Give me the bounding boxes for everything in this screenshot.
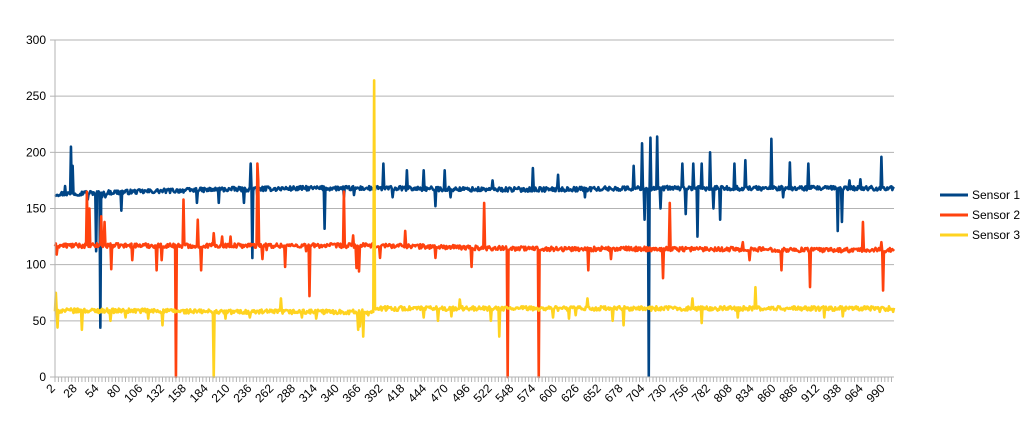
x-tick-label: 314 bbox=[296, 381, 320, 405]
x-tick-label: 600 bbox=[536, 381, 560, 405]
legend: Sensor 1 Sensor 2 Sensor 3 bbox=[940, 188, 1020, 242]
x-tick-label: 106 bbox=[121, 381, 145, 405]
x-tick-label: 2 bbox=[43, 381, 58, 396]
x-tick-label: 132 bbox=[143, 381, 167, 405]
x-tick-label: 626 bbox=[558, 381, 582, 405]
x-tick-label: 704 bbox=[623, 381, 647, 405]
x-tick-label: 470 bbox=[427, 381, 451, 405]
legend-label-1: Sensor 1 bbox=[972, 188, 1020, 202]
x-tick-label: 782 bbox=[689, 381, 713, 405]
x-tick-label: 756 bbox=[667, 381, 691, 405]
series-line-1 bbox=[54, 135, 895, 378]
x-tick-label: 262 bbox=[252, 381, 276, 405]
x-tick-label: 184 bbox=[187, 381, 211, 405]
y-tick-label: 200 bbox=[26, 145, 46, 159]
legend-label-3: Sensor 3 bbox=[972, 228, 1020, 242]
x-tick-label: 886 bbox=[776, 381, 800, 405]
x-tick-label: 210 bbox=[209, 381, 233, 405]
x-tick-label: 288 bbox=[274, 381, 298, 405]
x-tick-label: 54 bbox=[82, 381, 102, 401]
x-tick-label: 80 bbox=[104, 381, 124, 401]
x-tick-label: 730 bbox=[645, 381, 669, 405]
series-lines bbox=[53, 79, 896, 379]
y-tick-label: 300 bbox=[26, 33, 46, 47]
x-tick-label: 912 bbox=[798, 381, 822, 405]
x-tick-label: 652 bbox=[580, 381, 604, 405]
x-tick-label: 340 bbox=[318, 381, 342, 405]
x-tick-label: 158 bbox=[165, 381, 189, 405]
y-tick-label: 0 bbox=[39, 370, 46, 384]
series-line-2 bbox=[53, 162, 896, 379]
y-tick-label: 250 bbox=[26, 89, 46, 103]
x-tick-label: 860 bbox=[754, 381, 778, 405]
x-tick-label: 938 bbox=[820, 381, 844, 405]
x-tick-label: 574 bbox=[514, 381, 538, 405]
x-tick-label: 28 bbox=[60, 381, 80, 401]
x-tick-label: 678 bbox=[602, 381, 626, 405]
x-tick-label: 366 bbox=[340, 381, 364, 405]
x-tick-label: 990 bbox=[864, 381, 888, 405]
x-tick-label: 964 bbox=[842, 381, 866, 405]
x-tick-label: 392 bbox=[361, 381, 385, 405]
y-tick-label: 150 bbox=[26, 202, 46, 216]
y-tick-label: 100 bbox=[26, 258, 46, 272]
x-tick-label: 418 bbox=[383, 381, 407, 405]
legend-label-2: Sensor 2 bbox=[972, 208, 1020, 222]
axes: 0 50 100 150 200 250 300 2 28 54 80106132158184210… bbox=[26, 33, 894, 405]
x-tick-label: 522 bbox=[471, 381, 495, 405]
gridlines bbox=[55, 39, 894, 378]
x-tick-label: 496 bbox=[449, 381, 473, 405]
x-tick-label: 236 bbox=[230, 381, 254, 405]
x-tick-label: 834 bbox=[733, 381, 757, 405]
x-tick-label: 548 bbox=[492, 381, 516, 405]
x-tick-label: 444 bbox=[405, 381, 429, 405]
x-tick-label: 808 bbox=[711, 381, 735, 405]
x-tick-marks bbox=[54, 377, 892, 382]
series-line-3 bbox=[53, 79, 896, 379]
y-tick-label: 50 bbox=[33, 314, 47, 328]
